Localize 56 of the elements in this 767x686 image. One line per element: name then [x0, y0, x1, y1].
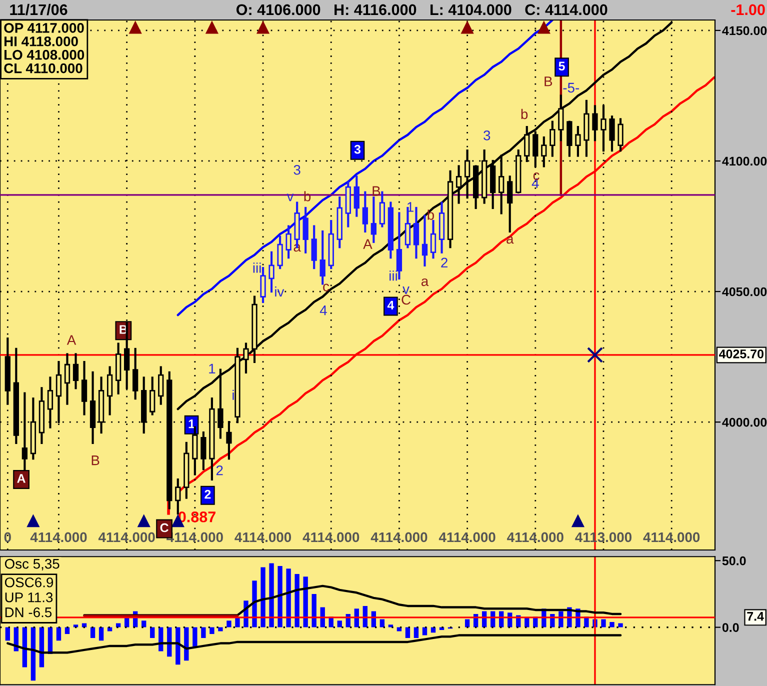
annotation: -5- — [563, 82, 580, 93]
y-tick-label: 4100.00 — [722, 156, 767, 166]
annotation: B — [372, 186, 380, 196]
annotation: 4 — [320, 306, 327, 316]
annotation: b — [521, 108, 528, 120]
y-tick-label: 4000.00 — [722, 418, 767, 427]
annotation: 5 — [558, 62, 565, 71]
annotation: A — [17, 474, 26, 483]
annotation: OSC6.9 UP 11.3 DN -6.5 — [4, 577, 54, 618]
x-tick-label: 0 — [4, 532, 11, 542]
annotation: C — [160, 523, 168, 532]
annotation: iii — [253, 262, 261, 273]
annotation: 3 — [354, 144, 361, 154]
y-tick-label: 4050.00 — [722, 287, 767, 296]
y-tick-label: 50.0 — [722, 556, 746, 566]
x-tick-label: 4114.000 — [370, 532, 428, 542]
annotation: 4 — [387, 300, 394, 310]
x-tick-label: 4114.000 — [507, 532, 564, 542]
annotation: c — [533, 172, 540, 180]
annotation: 0.887 — [178, 511, 216, 522]
x-tick-label: 4114.000 — [98, 532, 155, 542]
annotation: a — [421, 278, 429, 286]
text: -1.00 — [731, 4, 765, 16]
annotation: A — [363, 239, 372, 249]
annotation: i — [232, 390, 234, 400]
chart-title: Osc 5,35 — [4, 558, 60, 570]
annotation: OP 4117.000 HI 4118.000 LO 4108.000 CL 4110.000 — [4, 23, 84, 74]
annotation: 1 — [188, 420, 195, 428]
annotation: c — [323, 284, 330, 292]
annotation: b — [428, 210, 434, 220]
x-tick-label: 4114.000 — [643, 532, 700, 542]
chart-title: 11/17/06 — [10, 4, 68, 16]
annotation: B — [92, 456, 100, 466]
annotation: v — [286, 194, 294, 202]
annotation: B — [544, 76, 552, 86]
chart-subtitle: O: 4106.000 H: 4116.000 L: 4104.000 C: 4114.000 — [236, 4, 608, 16]
annotation: 1 — [209, 364, 216, 374]
annotation: C — [402, 294, 411, 305]
x-tick-label: 4114.000 — [234, 532, 292, 542]
annotation: 2 — [204, 490, 211, 499]
annotation: v — [402, 286, 410, 294]
x-tick-label: 4114.000 — [30, 532, 87, 542]
annotation: A — [66, 335, 76, 345]
annotation: a — [506, 236, 514, 244]
annotation: iv — [275, 286, 284, 297]
y-tick-label: 0.0 — [722, 623, 739, 632]
annotation: 2 — [441, 258, 448, 268]
y-tick-label: 4150.00 — [722, 26, 767, 36]
annotation: 3 — [294, 164, 300, 175]
annotation: iii — [390, 270, 397, 281]
x-tick-label: 4114.000 — [438, 532, 496, 542]
x-tick-label: 4114.000 — [302, 532, 360, 542]
annotation: 2 — [216, 465, 223, 476]
ref-line-label: 7.4 — [747, 612, 764, 621]
ref-line-label: 4025.70 — [719, 349, 764, 358]
annotation: 3 — [484, 130, 490, 140]
